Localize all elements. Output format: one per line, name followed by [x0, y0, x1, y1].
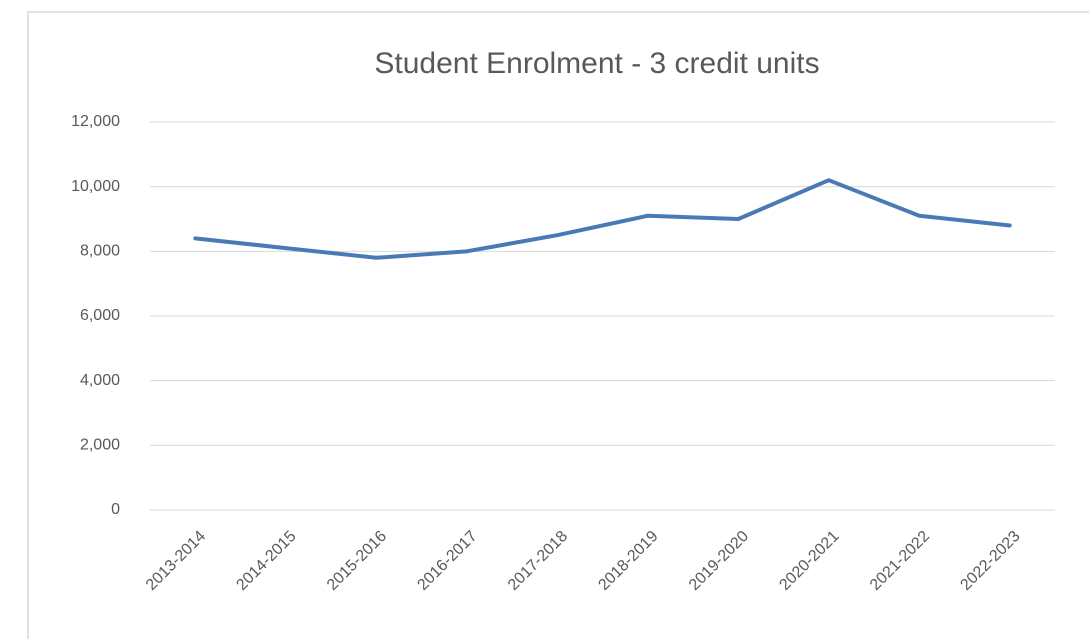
y-tick-label: 12,000 [71, 113, 120, 130]
chart-frame [27, 11, 1089, 639]
chart-title: Student Enrolment - 3 credit units [374, 47, 819, 80]
y-tick-label: 2,000 [80, 437, 120, 454]
y-tick-label: 0 [111, 501, 120, 518]
y-tick-label: 10,000 [71, 178, 120, 195]
y-tick-label: 6,000 [80, 307, 120, 324]
series-line [193, 178, 1012, 260]
y-tick-label: 8,000 [80, 243, 120, 260]
y-tick-label: 4,000 [80, 372, 120, 389]
